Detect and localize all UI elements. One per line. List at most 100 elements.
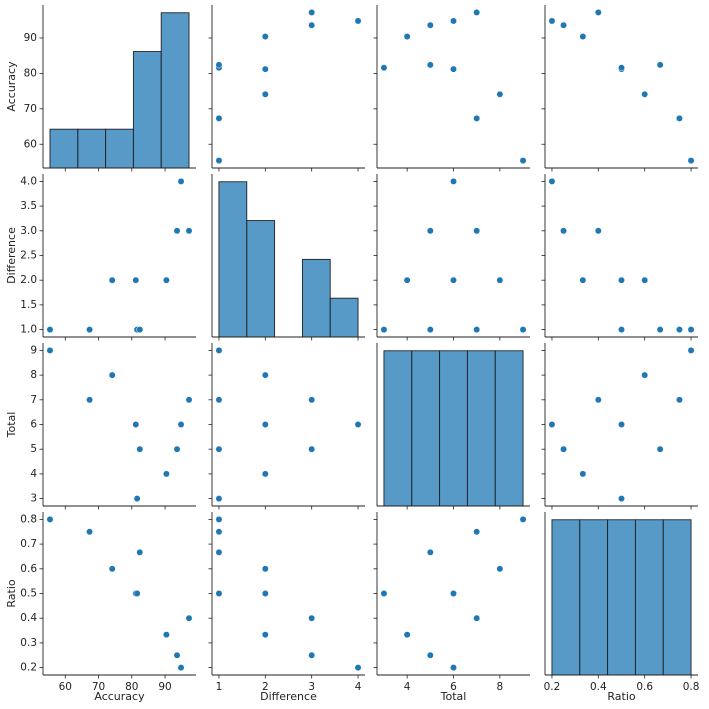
y-tick-label: 0.6 (20, 563, 37, 575)
hist-bar (579, 519, 609, 676)
hist-bar (607, 519, 636, 676)
x-axis-label: Accuracy (94, 690, 145, 703)
scatter-point (496, 565, 504, 573)
scatter-point (618, 495, 625, 503)
scatter-point (426, 227, 434, 235)
scatter-point (618, 421, 625, 428)
y-tick-label: 0.8 (20, 513, 37, 525)
scatter-point (261, 470, 269, 478)
y-tick-label: 2.0 (20, 274, 37, 286)
scatter-point (215, 548, 223, 556)
scatter-point (687, 326, 695, 334)
x-tick-label: 1 (216, 681, 223, 693)
scatter-point (308, 614, 316, 622)
hist-bar (329, 297, 359, 338)
scatter-point (594, 227, 602, 235)
x-tick-label: 90 (158, 681, 171, 693)
scatter-point (185, 396, 193, 404)
y-tick-label: 90 (24, 32, 37, 44)
scatter-point (473, 614, 481, 622)
scatter-point (548, 421, 556, 428)
scatter-point (215, 528, 223, 536)
y-tick-label: 4.0 (20, 175, 37, 187)
scatter-point (215, 590, 223, 597)
scatter-point (579, 470, 587, 478)
scatter-point (215, 396, 223, 404)
scatter-point (177, 177, 185, 185)
scatter-point (46, 326, 54, 334)
x-tick-label: 0.6 (636, 681, 653, 693)
scatter-point (496, 276, 504, 284)
scatter-point (594, 8, 602, 16)
y-tick-label: 9 (30, 344, 37, 356)
hist-bar (634, 519, 664, 676)
hist-bar (49, 128, 79, 169)
scatter-point (261, 565, 269, 573)
y-axis-label: Difference (5, 227, 18, 284)
y-tick-label: 8 (30, 369, 37, 381)
scatter-point (132, 276, 140, 284)
scatter-point (426, 21, 434, 29)
scatter-point (618, 64, 625, 72)
scatter-point (86, 326, 94, 334)
scatter-point (450, 664, 457, 672)
scatter-point (215, 445, 223, 453)
scatter-point (173, 227, 181, 235)
y-tick-label: 0.4 (20, 612, 37, 624)
y-axis-label: Ratio (5, 579, 18, 608)
scatter-point (473, 114, 481, 122)
x-axis-label: Total (440, 690, 467, 703)
scatter-point (261, 65, 269, 73)
x-tick-label: 3 (308, 681, 315, 693)
scatter-point (136, 326, 144, 334)
y-tick-label: 2.5 (20, 250, 37, 262)
hist-bar (551, 519, 581, 676)
hist-bar (494, 350, 524, 507)
scatter-point (426, 548, 434, 556)
x-tick-label: 2 (262, 681, 269, 693)
scatter-point (676, 114, 683, 122)
scatter-point (261, 631, 269, 639)
scatter-point (426, 326, 434, 334)
scatter-point (450, 590, 457, 597)
y-tick-label: 0.5 (20, 588, 37, 600)
scatter-point (450, 177, 457, 185)
scatter-point (548, 17, 556, 25)
x-tick-label: 4 (355, 681, 362, 693)
scatter-point (473, 8, 481, 16)
scatter-point (46, 346, 54, 354)
y-tick-label: 3 (30, 493, 37, 505)
scatter-point (473, 528, 481, 536)
scatter-point (261, 371, 269, 379)
scatter-point (308, 21, 316, 29)
scatter-point (215, 346, 223, 354)
scatter-point (162, 631, 170, 639)
y-tick-label: 7 (30, 394, 37, 406)
scatter-point (354, 664, 362, 672)
scatter-point (215, 114, 223, 122)
hist-bar (160, 12, 190, 169)
scatter-point (261, 90, 269, 98)
x-tick-label: 0.8 (683, 681, 700, 693)
scatter-point (641, 371, 649, 379)
y-axis-label: Total (5, 412, 18, 439)
x-tick-label: 6 (450, 681, 457, 693)
scatter-point (308, 445, 316, 453)
scatter-point (308, 8, 316, 16)
y-tick-label: 0.3 (20, 637, 37, 649)
scatter-point (185, 614, 193, 622)
scatter-point (656, 445, 664, 453)
scatter-point (519, 157, 527, 165)
scatter-point (403, 631, 411, 639)
y-tick-label: 1.0 (20, 324, 37, 336)
scatter-point (656, 326, 664, 334)
scatter-point (687, 157, 695, 165)
scatter-point (519, 515, 527, 523)
scatter-point (261, 590, 269, 597)
scatter-point (380, 590, 388, 597)
scatter-point (136, 445, 144, 453)
scatter-point (641, 276, 649, 284)
scatter-point (354, 421, 362, 428)
scatter-point (687, 346, 695, 354)
scatter-point (133, 590, 141, 597)
